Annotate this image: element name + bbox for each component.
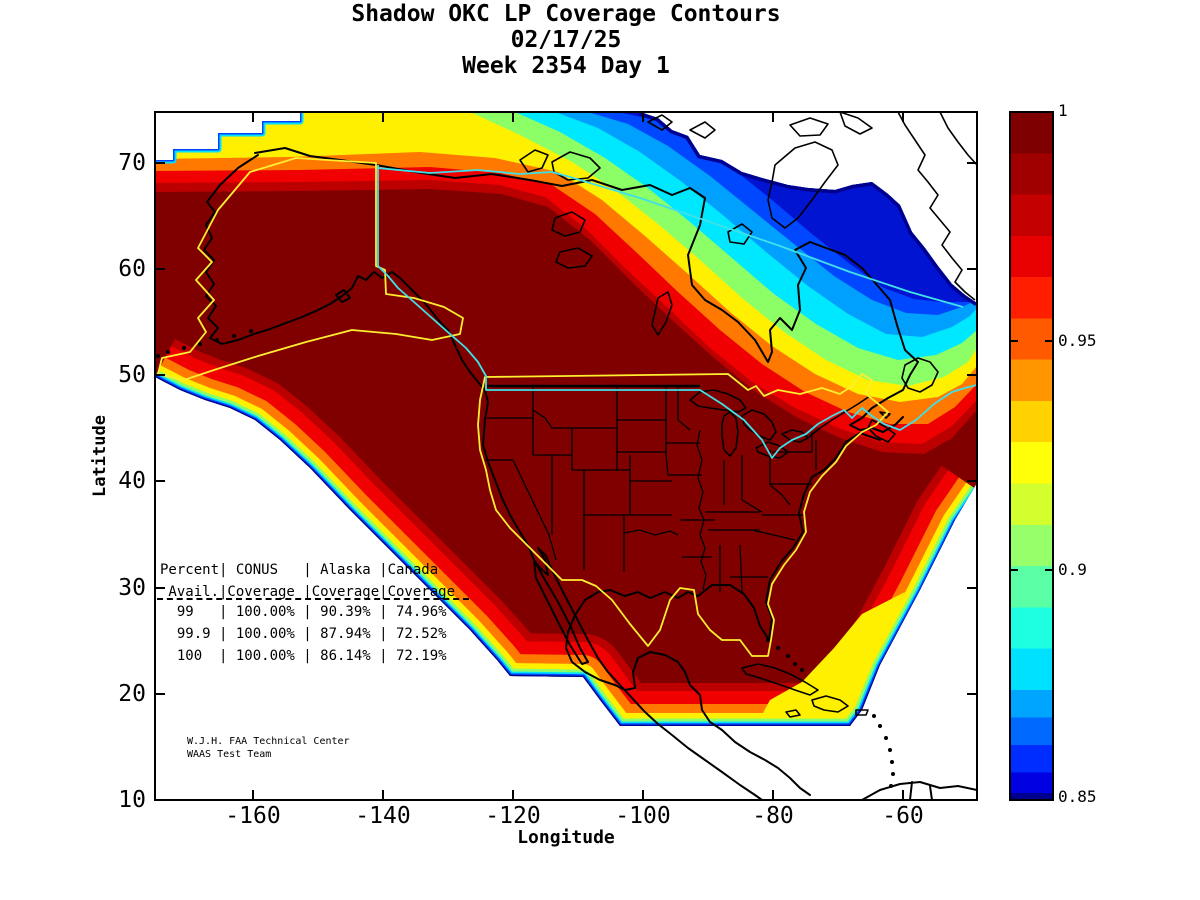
plot-area (155, 112, 977, 800)
y-axis-label: Latitude (90, 415, 110, 497)
y-tick-20: 20 (118, 681, 146, 707)
coverage-table-row-99: 99 | 100.00% | 90.39% | 74.96% (160, 604, 447, 620)
figure-title: Shadow OKC LP Coverage Contours 02/17/25 W… (155, 1, 977, 79)
colorbar-label-095: 0.95 (1058, 331, 1097, 350)
credit-line-1: W.J.H. FAA Technical Center (187, 736, 350, 747)
axes-border (154, 111, 978, 801)
conus-alaska-boundary (157, 157, 889, 657)
y-tick-40: 40 (118, 468, 146, 494)
y-tick-60: 60 (118, 256, 146, 282)
x-tick--80: -80 (752, 803, 794, 829)
x-tick--160: -160 (225, 803, 281, 829)
title-line-3: Week 2354 Day 1 (462, 53, 670, 79)
axis-ticks (155, 112, 977, 800)
coastlines (203, 147, 977, 800)
credit-line-2: WAAS Test Team (187, 749, 272, 760)
colorbar-label-09: 0.9 (1058, 560, 1087, 579)
y-tick-70: 70 (118, 150, 146, 176)
x-tick--100: -100 (615, 803, 671, 829)
x-tick--120: -120 (485, 803, 541, 829)
title-line-2: 02/17/25 (510, 27, 622, 53)
y-tick-30: 30 (118, 575, 146, 601)
small-islands (156, 329, 895, 788)
coverage-table-header-1: Percent| CONUS | Alaska |Canada (160, 562, 439, 578)
lakes-islands (519, 112, 977, 718)
y-tick-50: 50 (118, 362, 146, 388)
coverage-table-divider (157, 598, 469, 600)
colorbar-label-1: 1 (1058, 101, 1068, 120)
coverage-table-row-100: 100 | 100.00% | 86.14% | 72.19% (160, 648, 447, 664)
state-borders (485, 384, 817, 593)
x-axis-label: Longitude (517, 827, 615, 848)
coverage-table-row-999: 99.9 | 100.00% | 87.94% | 72.52% (160, 626, 447, 642)
y-tick-10: 10 (118, 787, 146, 813)
colorbar-ticks (1010, 340, 1053, 571)
canada-boundary (377, 165, 977, 459)
coverage-table-header-2: Avail.|Coverage |Coverage|Coverage (160, 584, 456, 600)
x-tick--140: -140 (355, 803, 411, 829)
colorbar (1009, 111, 1054, 801)
colorbar-label-085: 0.85 (1058, 787, 1097, 806)
x-tick--60: -60 (882, 803, 924, 829)
title-line-1: Shadow OKC LP Coverage Contours (351, 1, 781, 27)
